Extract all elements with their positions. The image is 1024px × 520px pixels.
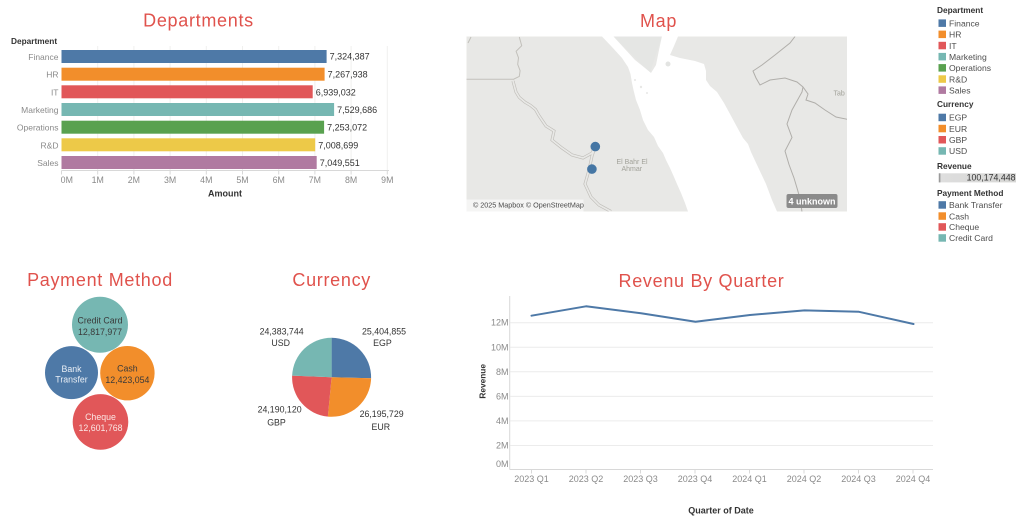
svg-text:El Bahr El: El Bahr El bbox=[616, 159, 648, 166]
svg-text:0M: 0M bbox=[496, 459, 509, 469]
svg-text:7,324,387: 7,324,387 bbox=[330, 52, 370, 62]
svg-text:EUR: EUR bbox=[949, 124, 967, 134]
svg-text:Bank: Bank bbox=[61, 364, 82, 374]
svg-text:IT: IT bbox=[949, 41, 957, 51]
svg-text:HR: HR bbox=[949, 30, 961, 40]
svg-text:Cheque: Cheque bbox=[85, 412, 116, 422]
svg-text:7,529,686: 7,529,686 bbox=[337, 105, 377, 115]
svg-text:Cash: Cash bbox=[949, 211, 969, 221]
svg-text:Cheque: Cheque bbox=[949, 222, 979, 232]
svg-text:4 unknown: 4 unknown bbox=[789, 197, 836, 207]
svg-text:25,404,855: 25,404,855 bbox=[362, 326, 406, 336]
svg-text:Map: Map bbox=[640, 11, 677, 31]
svg-text:GBP: GBP bbox=[949, 135, 967, 145]
svg-text:1M: 1M bbox=[92, 175, 104, 185]
svg-text:EGP: EGP bbox=[373, 338, 392, 348]
svg-text:HR: HR bbox=[46, 70, 58, 80]
svg-text:Quarter of Date: Quarter of Date bbox=[688, 506, 754, 516]
svg-text:8M: 8M bbox=[496, 367, 509, 377]
svg-text:Currency: Currency bbox=[937, 99, 974, 109]
svg-text:10M: 10M bbox=[491, 342, 509, 352]
svg-text:2M: 2M bbox=[496, 440, 509, 450]
svg-text:Transfer: Transfer bbox=[55, 375, 87, 385]
svg-text:Currency: Currency bbox=[292, 270, 371, 290]
svg-text:Sales: Sales bbox=[949, 85, 971, 95]
svg-text:Ahmar: Ahmar bbox=[621, 166, 642, 173]
svg-text:7,253,072: 7,253,072 bbox=[327, 123, 367, 133]
svg-text:USD: USD bbox=[949, 146, 967, 156]
svg-text:7,049,551: 7,049,551 bbox=[320, 158, 360, 168]
svg-text:2024 Q2: 2024 Q2 bbox=[787, 474, 822, 484]
svg-text:5M: 5M bbox=[236, 175, 248, 185]
svg-text:Operations: Operations bbox=[17, 123, 59, 133]
svg-text:7,267,938: 7,267,938 bbox=[328, 70, 368, 80]
svg-text:USD: USD bbox=[271, 338, 290, 348]
svg-text:6M: 6M bbox=[496, 391, 509, 401]
svg-text:Operations: Operations bbox=[949, 63, 991, 73]
svg-text:Tab: Tab bbox=[834, 91, 845, 98]
svg-text:2023 Q1: 2023 Q1 bbox=[514, 474, 549, 484]
svg-text:24,383,744: 24,383,744 bbox=[260, 326, 304, 336]
svg-text:Cash: Cash bbox=[117, 364, 138, 374]
svg-text:EGP: EGP bbox=[949, 113, 967, 123]
svg-text:2024 Q4: 2024 Q4 bbox=[896, 474, 931, 484]
svg-text:Payment Method: Payment Method bbox=[27, 270, 173, 290]
svg-text:7M: 7M bbox=[309, 175, 321, 185]
svg-text:2023 Q3: 2023 Q3 bbox=[623, 474, 658, 484]
svg-text:7,008,699: 7,008,699 bbox=[318, 140, 358, 150]
svg-text:Payment Method: Payment Method bbox=[937, 188, 1003, 198]
svg-text:12M: 12M bbox=[491, 318, 509, 328]
svg-text:4M: 4M bbox=[496, 416, 509, 426]
svg-text:12,423,054: 12,423,054 bbox=[105, 375, 149, 385]
svg-text:2024 Q3: 2024 Q3 bbox=[841, 474, 876, 484]
svg-text:Sales: Sales bbox=[37, 158, 58, 168]
svg-text:GBP: GBP bbox=[267, 417, 286, 427]
svg-text:Department: Department bbox=[937, 5, 983, 15]
svg-text:6M: 6M bbox=[273, 175, 285, 185]
svg-text:Marketing: Marketing bbox=[21, 105, 59, 115]
svg-text:2M: 2M bbox=[128, 175, 140, 185]
svg-text:EUR: EUR bbox=[372, 422, 391, 432]
svg-text:Revenue: Revenue bbox=[478, 364, 488, 399]
svg-text:Department: Department bbox=[11, 36, 57, 46]
svg-text:Amount: Amount bbox=[208, 189, 242, 199]
svg-text:Departments: Departments bbox=[143, 11, 254, 31]
svg-text:R&D: R&D bbox=[41, 140, 59, 150]
svg-text:© 2025 Mapbox © OpenStreetMap: © 2025 Mapbox © OpenStreetMap bbox=[473, 201, 584, 210]
svg-text:Revenue: Revenue bbox=[937, 161, 972, 171]
svg-text:9M: 9M bbox=[381, 175, 393, 185]
svg-text:Finance: Finance bbox=[28, 52, 59, 62]
svg-text:Bank Transfer: Bank Transfer bbox=[949, 200, 1003, 210]
svg-text:Marketing: Marketing bbox=[949, 52, 987, 62]
svg-text:26,195,729: 26,195,729 bbox=[360, 409, 404, 419]
svg-text:24,190,120: 24,190,120 bbox=[258, 405, 302, 415]
svg-text:3M: 3M bbox=[164, 175, 176, 185]
svg-text:R&D: R&D bbox=[949, 74, 967, 84]
svg-text:2024 Q1: 2024 Q1 bbox=[732, 474, 767, 484]
svg-text:12,817,977: 12,817,977 bbox=[78, 327, 122, 337]
svg-text:6,939,032: 6,939,032 bbox=[316, 87, 356, 97]
svg-text:100,174,448: 100,174,448 bbox=[967, 172, 1016, 182]
svg-text:2023 Q4: 2023 Q4 bbox=[678, 474, 713, 484]
svg-text:12,601,768: 12,601,768 bbox=[78, 423, 122, 433]
svg-text:IT: IT bbox=[51, 87, 59, 97]
svg-text:2023 Q2: 2023 Q2 bbox=[569, 474, 604, 484]
svg-text:4M: 4M bbox=[200, 175, 212, 185]
svg-text:Revenu By Quarter: Revenu By Quarter bbox=[619, 271, 785, 291]
svg-text:Credit Card: Credit Card bbox=[78, 315, 123, 325]
svg-text:0M: 0M bbox=[61, 175, 73, 185]
svg-text:Finance: Finance bbox=[949, 18, 980, 28]
svg-text:8M: 8M bbox=[345, 175, 357, 185]
svg-text:Credit Card: Credit Card bbox=[949, 233, 993, 243]
